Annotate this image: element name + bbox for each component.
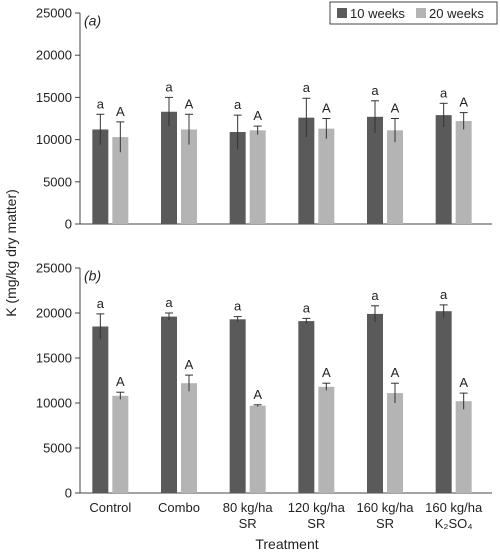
bar-10-weeks (161, 316, 177, 493)
y-tick-label: 0 (65, 486, 72, 501)
bar-10-weeks (435, 115, 452, 224)
bar-10-weeks (92, 129, 109, 224)
y-tick-label: 20000 (36, 48, 72, 63)
x-tick-label: Control (89, 500, 131, 515)
bar-10-weeks (435, 311, 452, 493)
bar-10-weeks (298, 117, 315, 224)
bar-20-weeks (249, 405, 266, 493)
significance-letter: a (165, 79, 173, 94)
panel-label: (b) (84, 267, 101, 283)
significance-letter: A (116, 104, 125, 119)
bar-20-weeks (387, 393, 403, 493)
legend-label: 10 weeks (350, 6, 405, 21)
significance-letter: A (322, 365, 331, 380)
y-axis-title: K (mg/kg dry matter) (3, 189, 19, 317)
significance-letter: A (253, 108, 262, 123)
significance-letter: A (185, 96, 194, 111)
legend-swatch-10-weeks (337, 8, 347, 18)
y-tick-label: 20000 (36, 306, 72, 321)
significance-letter: a (440, 287, 448, 302)
y-tick-label: 25000 (36, 261, 72, 276)
panel-label: (a) (84, 12, 101, 28)
bar-20-weeks (455, 121, 472, 224)
significance-letter: a (165, 295, 173, 310)
significance-letter: a (97, 96, 105, 111)
significance-letter: A (185, 357, 194, 372)
y-tick-label: 15000 (36, 351, 72, 366)
significance-letter: A (253, 387, 262, 402)
x-tick-label: SR (307, 516, 325, 531)
bar-10-weeks (161, 111, 177, 224)
significance-letter: a (234, 299, 242, 314)
bar-20-weeks (112, 395, 129, 493)
significance-letter: a (97, 296, 105, 311)
y-tick-label: 5000 (43, 441, 72, 456)
bar-10-weeks (229, 319, 246, 493)
significance-letter: A (391, 101, 400, 116)
significance-letter: A (322, 101, 331, 116)
y-tick-label: 10000 (36, 396, 72, 411)
significance-letter: A (391, 365, 400, 380)
bar-10-weeks (367, 313, 383, 493)
x-tick-label: 80 kg/ha (223, 500, 274, 515)
bar-20-weeks (181, 383, 197, 493)
legend-label: 20 weeks (429, 6, 484, 21)
legend-swatch-20-weeks (416, 8, 426, 18)
x-tick-label: 160 kg/ha (425, 500, 483, 515)
significance-letter: A (459, 95, 468, 110)
y-tick-label: 25000 (36, 6, 72, 21)
significance-letter: a (303, 80, 311, 95)
x-tick-label: 120 kg/ha (288, 500, 346, 515)
bar-20-weeks (318, 386, 335, 493)
significance-letter: A (116, 374, 125, 389)
x-tick-label: SR (239, 516, 257, 531)
legend-box (329, 1, 498, 25)
x-tick-label: K₂SO₄ (435, 516, 473, 531)
bar-20-weeks (455, 401, 472, 493)
x-axis-title: Treatment (255, 536, 318, 552)
y-tick-label: 0 (65, 217, 72, 232)
significance-letter: a (303, 300, 311, 315)
bar-20-weeks (249, 130, 266, 224)
significance-letter: a (371, 83, 379, 98)
y-tick-label: 15000 (36, 90, 72, 105)
x-tick-label: SR (376, 516, 394, 531)
y-tick-label: 10000 (36, 132, 72, 147)
bar-20-weeks (318, 128, 335, 224)
bar-10-weeks (367, 116, 383, 224)
significance-letter: a (234, 97, 242, 112)
bar-20-weeks (387, 130, 403, 224)
bar-20-weeks (112, 137, 129, 224)
x-tick-label: 160 kg/ha (356, 500, 414, 515)
bar-20-weeks (181, 129, 197, 224)
significance-letter: a (371, 288, 379, 303)
bar-10-weeks (298, 321, 315, 493)
y-tick-label: 5000 (43, 174, 72, 189)
bar-10-weeks (229, 132, 246, 224)
x-tick-label: Combo (158, 500, 200, 515)
significance-letter: A (459, 375, 468, 390)
bar-10-weeks (92, 326, 109, 493)
significance-letter: a (440, 85, 448, 100)
